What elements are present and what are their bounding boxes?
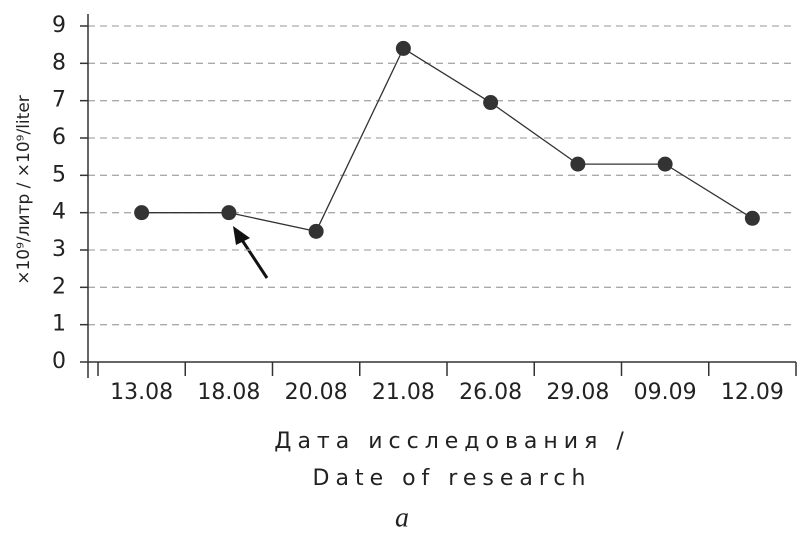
point: [657, 156, 673, 172]
arrow: [233, 226, 269, 279]
x-tick-label: 26.08: [459, 380, 522, 405]
x-tick-label: 13.08: [110, 380, 173, 405]
point: [744, 210, 760, 226]
x-tick-label: 20.08: [285, 380, 348, 405]
point: [308, 223, 324, 239]
point: [134, 205, 150, 221]
y-tick-label: 4: [52, 200, 66, 225]
line: [141, 47, 753, 233]
point: [483, 95, 499, 111]
y-tick-label: 0: [52, 349, 66, 374]
point: [395, 40, 411, 56]
y-tick-label: 9: [52, 13, 66, 38]
point: [221, 205, 237, 221]
x-tick-label: 29.08: [546, 380, 609, 405]
y-axis-label: ×10⁹/литр / ×10⁹/liter: [14, 95, 34, 285]
x-tick-label: 09.09: [634, 380, 697, 405]
caption: a: [395, 502, 409, 533]
y-tick-label: 2: [52, 274, 66, 299]
y-tick-label: 1: [52, 312, 66, 337]
x-axis-label: Date of research: [313, 466, 592, 491]
y-tick-label: 5: [52, 162, 66, 187]
y-tick-label: 3: [52, 237, 66, 262]
y-tick-label: 6: [52, 125, 66, 150]
x-tick-label: 21.08: [372, 380, 435, 405]
point: [570, 156, 586, 172]
y-tick-label: 7: [52, 88, 66, 113]
x-tick-label: 12.09: [721, 380, 784, 405]
x-tick-label: 18.08: [197, 380, 260, 405]
y-tick-label: 8: [52, 50, 66, 75]
x-axis-label: Дата исследования /: [274, 429, 629, 454]
